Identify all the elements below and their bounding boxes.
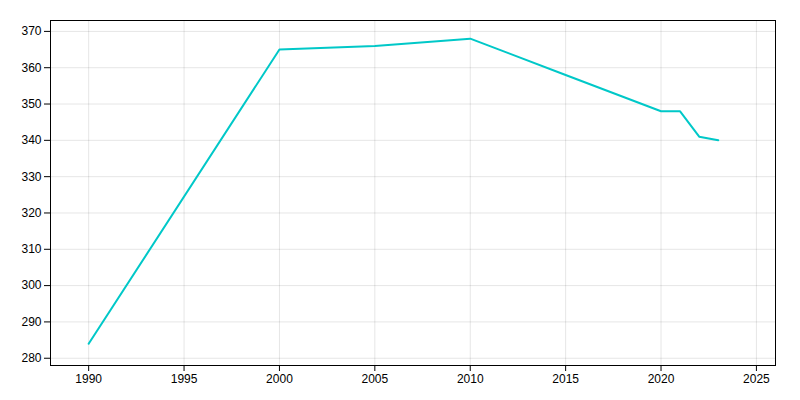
svg-text:340: 340 xyxy=(21,133,41,147)
svg-text:290: 290 xyxy=(21,315,41,329)
svg-text:310: 310 xyxy=(21,242,41,256)
svg-text:300: 300 xyxy=(21,278,41,292)
svg-text:1995: 1995 xyxy=(171,372,198,386)
svg-text:360: 360 xyxy=(21,61,41,75)
svg-text:2010: 2010 xyxy=(457,372,484,386)
svg-text:370: 370 xyxy=(21,24,41,38)
svg-text:350: 350 xyxy=(21,97,41,111)
svg-text:2025: 2025 xyxy=(743,372,770,386)
svg-text:2020: 2020 xyxy=(648,372,675,386)
svg-text:2000: 2000 xyxy=(266,372,293,386)
svg-text:280: 280 xyxy=(21,351,41,365)
svg-text:1990: 1990 xyxy=(75,372,102,386)
svg-text:2015: 2015 xyxy=(552,372,579,386)
svg-text:330: 330 xyxy=(21,169,41,183)
svg-text:320: 320 xyxy=(21,206,41,220)
svg-text:2005: 2005 xyxy=(361,372,388,386)
